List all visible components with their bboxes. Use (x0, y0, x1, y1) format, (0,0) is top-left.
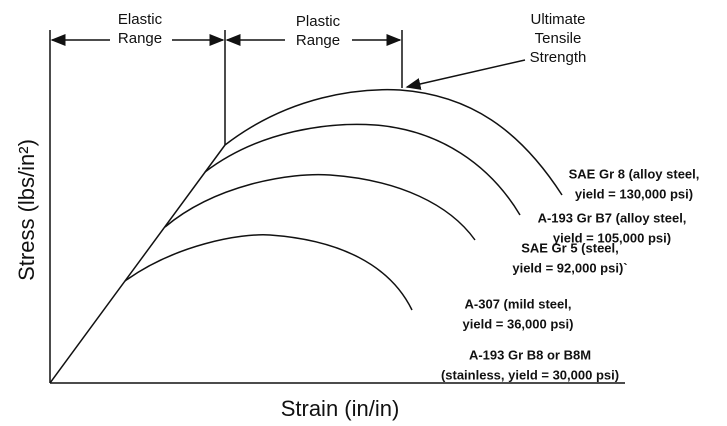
curve (204, 123, 521, 216)
curve (224, 88, 563, 196)
x-axis-label: Strain (in/in) (281, 396, 400, 421)
curve-label: yield = 105,000 psi) (553, 230, 671, 245)
curve (124, 234, 413, 311)
arrow (405, 59, 526, 90)
curve-label: A-193 Gr B7 (alloy steel, (538, 210, 687, 225)
range-label: Elastic (118, 11, 163, 28)
curve-label: yield = 92,000 psi)` (512, 260, 627, 275)
range-label: Range (118, 30, 162, 47)
curve-label: SAE Gr 8 (alloy steel, (569, 166, 700, 181)
annotation-label: Ultimate (530, 11, 585, 28)
curve-label: A-193 Gr B8 or B8M (469, 347, 591, 362)
y-axis-label: Stress (lbs/in²) (14, 139, 39, 281)
curve-label: (stainless, yield = 30,000 psi) (441, 367, 619, 382)
annotation-label: Strength (530, 49, 587, 66)
elastic-line (49, 144, 226, 384)
curve-label: yield = 36,000 psi) (463, 316, 574, 331)
range-label: Plastic (296, 13, 341, 30)
curve-label: SAE Gr 5 (steel, (521, 240, 619, 255)
range-label: Range (296, 32, 340, 49)
curve-label: yield = 130,000 psi) (575, 186, 693, 201)
annotation-label: Tensile (535, 30, 582, 47)
range-markers (50, 30, 526, 145)
curves (49, 88, 563, 384)
curve (164, 173, 476, 241)
labels: Elastic Range Plastic Range Ultimate Tensile S… (118, 11, 699, 382)
axes (49, 30, 625, 384)
curve-label: A-307 (mild steel, (465, 296, 572, 311)
